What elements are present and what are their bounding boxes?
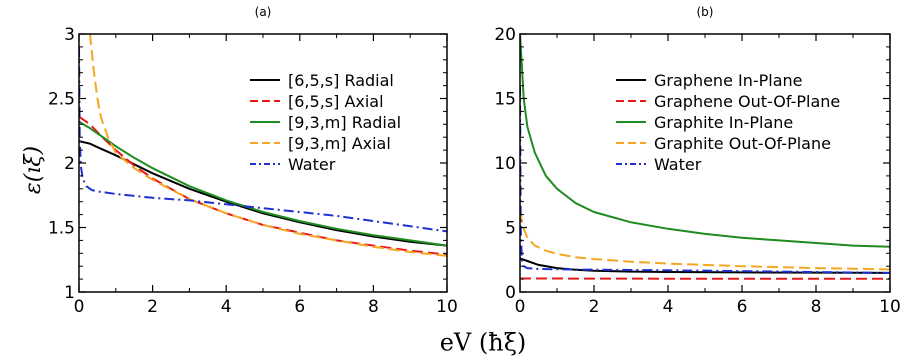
series-line [89,34,447,257]
y-tick-label: 2.5 [48,90,75,110]
y-tick-label: 0 [505,283,516,303]
x-tick-label: 10 [879,297,901,317]
x-tick-label: 8 [368,297,379,317]
series-line [79,46,447,233]
legend-entry: Water [654,155,702,174]
y-tick-label: 5 [505,219,516,239]
x-tick-label: 10 [436,297,458,317]
legend-entry: Graphite Out-Of-Plane [654,134,831,153]
panel-label: (a) [255,5,272,19]
panel-label: (b) [697,5,714,19]
x-tick-label: 4 [221,297,232,317]
legend-entry: [9,3,m] Radial [288,113,401,132]
series-line [520,85,890,274]
series-line [79,140,447,247]
x-tick-label: 6 [737,297,748,317]
x-tick-label: 2 [147,297,158,317]
series-line [520,257,890,274]
x-tick-label: 6 [294,297,305,317]
y-tick-label: 1.5 [48,219,75,239]
legend-entry: [9,3,m] Axial [288,134,391,153]
y-tick-label: 10 [494,154,516,174]
series-line [520,34,890,248]
series-line [520,211,890,271]
y-axis-label: ε(ıξ) [21,146,46,194]
y-tick-label: 2 [64,154,75,174]
x-tick-label: 8 [811,297,822,317]
legend-entry: Graphene In-Plane [654,71,803,90]
series-line [79,115,447,256]
series-line [79,120,447,247]
legend-entry: Water [288,155,336,174]
x-axis-label: eV (ħξ) [440,329,527,357]
y-tick-label: 20 [494,25,516,45]
x-tick-label: 4 [663,297,674,317]
x-tick-label: 0 [74,297,85,317]
legend-entry: [6,5,s] Radial [288,71,394,90]
legend: [6,5,s] Radial [6,5,s] Axial [9,3,m] Radia… [250,71,401,174]
x-tick-label: 2 [589,297,600,317]
y-tick-label: 15 [494,90,516,110]
legend-entry: Graphene Out-Of-Plane [654,92,840,111]
x-tick-label: 0 [515,297,526,317]
legend-entry: [6,5,s] Axial [288,92,384,111]
legend-entry: Graphite In-Plane [654,113,793,132]
y-tick-label: 1 [64,283,75,303]
legend: Graphene In-Plane Graphene Out-Of-Plane Gr… [616,71,840,174]
y-tick-label: 3 [64,25,75,45]
